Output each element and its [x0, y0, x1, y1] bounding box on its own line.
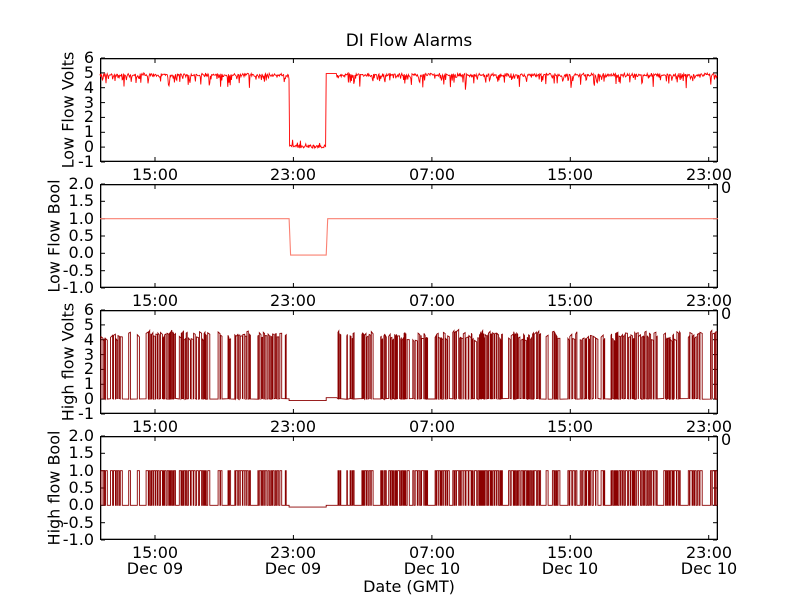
x-date-label: Dec 10 [680, 559, 738, 578]
y-tick-label: -1.0 [62, 278, 94, 297]
plot-area-high-flow-volts [99, 309, 719, 415]
y-tick-label: 0.0 [68, 243, 94, 262]
x-tick-label: 23:00 [685, 165, 733, 184]
x-tick-label: 07:00 [408, 417, 456, 436]
y-tick-label: -1.0 [62, 530, 94, 549]
axis-offset-label: 0 [721, 304, 732, 323]
axes-frame [99, 183, 719, 288]
axis-offset-label: 0 [721, 430, 732, 449]
y-tick-label: 1.5 [68, 443, 94, 462]
plot-area-low-flow-volts [99, 57, 719, 163]
y-tick-label: -1 [78, 152, 94, 171]
plot-area-high-flow-bool [99, 435, 719, 541]
y-tick-label: -1 [78, 404, 94, 423]
signal-trace [100, 470, 718, 508]
x-date-label: Dec 09 [264, 559, 322, 578]
x-date-label: Dec 09 [126, 559, 184, 578]
x-tick-label: 23:00 [685, 543, 733, 562]
y-tick-label: 1.5 [68, 191, 94, 210]
x-tick-label: 23:00 [269, 291, 317, 310]
y-tick-label: 1 [83, 122, 94, 141]
y-tick-label: 2 [83, 107, 94, 126]
x-tick-label: 15:00 [131, 417, 179, 436]
y-tick-label: 0.5 [68, 478, 94, 497]
subplot-low-flow-bool: Low Flow Bool 2.0 1.5 1.0 0.5 0.0 -0.5 -1.0 15… [0, 175, 800, 311]
x-tick-label: 15:00 [546, 417, 594, 436]
y-tick-label: 1 [83, 374, 94, 393]
x-date-label: Dec 10 [403, 559, 461, 578]
x-tick-label: 15:00 [546, 165, 594, 184]
y-tick-label: 6 [83, 48, 94, 67]
x-tick-label: 23:00 [269, 165, 317, 184]
signal-trace [100, 218, 718, 256]
x-tick-label: 07:00 [408, 291, 456, 310]
x-tick-label: 15:00 [131, 291, 179, 310]
y-tick-label: 0 [83, 137, 94, 156]
y-tick-label: 3 [83, 93, 94, 112]
y-tick-label: 4 [83, 78, 94, 97]
y-tick-label: 2.0 [68, 174, 94, 193]
x-tick-label: 15:00 [546, 543, 594, 562]
y-tick-label: 0 [83, 389, 94, 408]
x-tick-label: 23:00 [269, 543, 317, 562]
y-tick-label: -0.5 [62, 513, 94, 532]
y-tick-label: 1.0 [68, 209, 94, 228]
y-tick-label: 0.0 [68, 495, 94, 514]
x-tick-label: 15:00 [131, 543, 179, 562]
y-tick-label: 3 [83, 345, 94, 364]
y-tick-label: -0.5 [62, 261, 94, 280]
x-tick-label: 07:00 [408, 543, 456, 562]
x-tick-label: 23:00 [685, 417, 733, 436]
y-tick-label: 6 [83, 300, 94, 319]
axes-frame [99, 57, 719, 162]
plot-area-low-flow-bool [99, 183, 719, 289]
x-axis-title: Date (GMT) [363, 577, 455, 596]
y-tick-label: 1.0 [68, 461, 94, 480]
x-tick-label: 23:00 [685, 291, 733, 310]
signal-trace [99, 71, 718, 150]
x-tick-label: 15:00 [131, 165, 179, 184]
y-tick-label: 5 [83, 63, 94, 82]
subplot-low-flow-volts: Low Flow Volts 6 5 4 3 2 1 0 -1 15:00 23:00 07:00… [0, 49, 800, 185]
y-tick-label: 2.0 [68, 426, 94, 445]
x-tick-label: 23:00 [269, 417, 317, 436]
y-tick-label: 4 [83, 330, 94, 349]
chart-title: DI Flow Alarms [345, 31, 473, 51]
y-tick-label: 2 [83, 359, 94, 378]
y-tick-label: 0.5 [68, 226, 94, 245]
subplot-high-flow-bool: High flow Bool 2.0 1.5 1.0 0.5 0.0 -0.5 -1.0 1… [0, 427, 800, 563]
axis-offset-label: 0 [721, 178, 732, 197]
x-date-label: Dec 10 [541, 559, 599, 578]
x-tick-label: 07:00 [408, 165, 456, 184]
subplot-high-flow-volts: High flow Volts 6 5 4 3 2 1 0 -1 15:00 23:00 07:0… [0, 301, 800, 437]
x-tick-label: 15:00 [546, 291, 594, 310]
y-tick-label: 5 [83, 315, 94, 334]
signal-trace [100, 328, 718, 402]
